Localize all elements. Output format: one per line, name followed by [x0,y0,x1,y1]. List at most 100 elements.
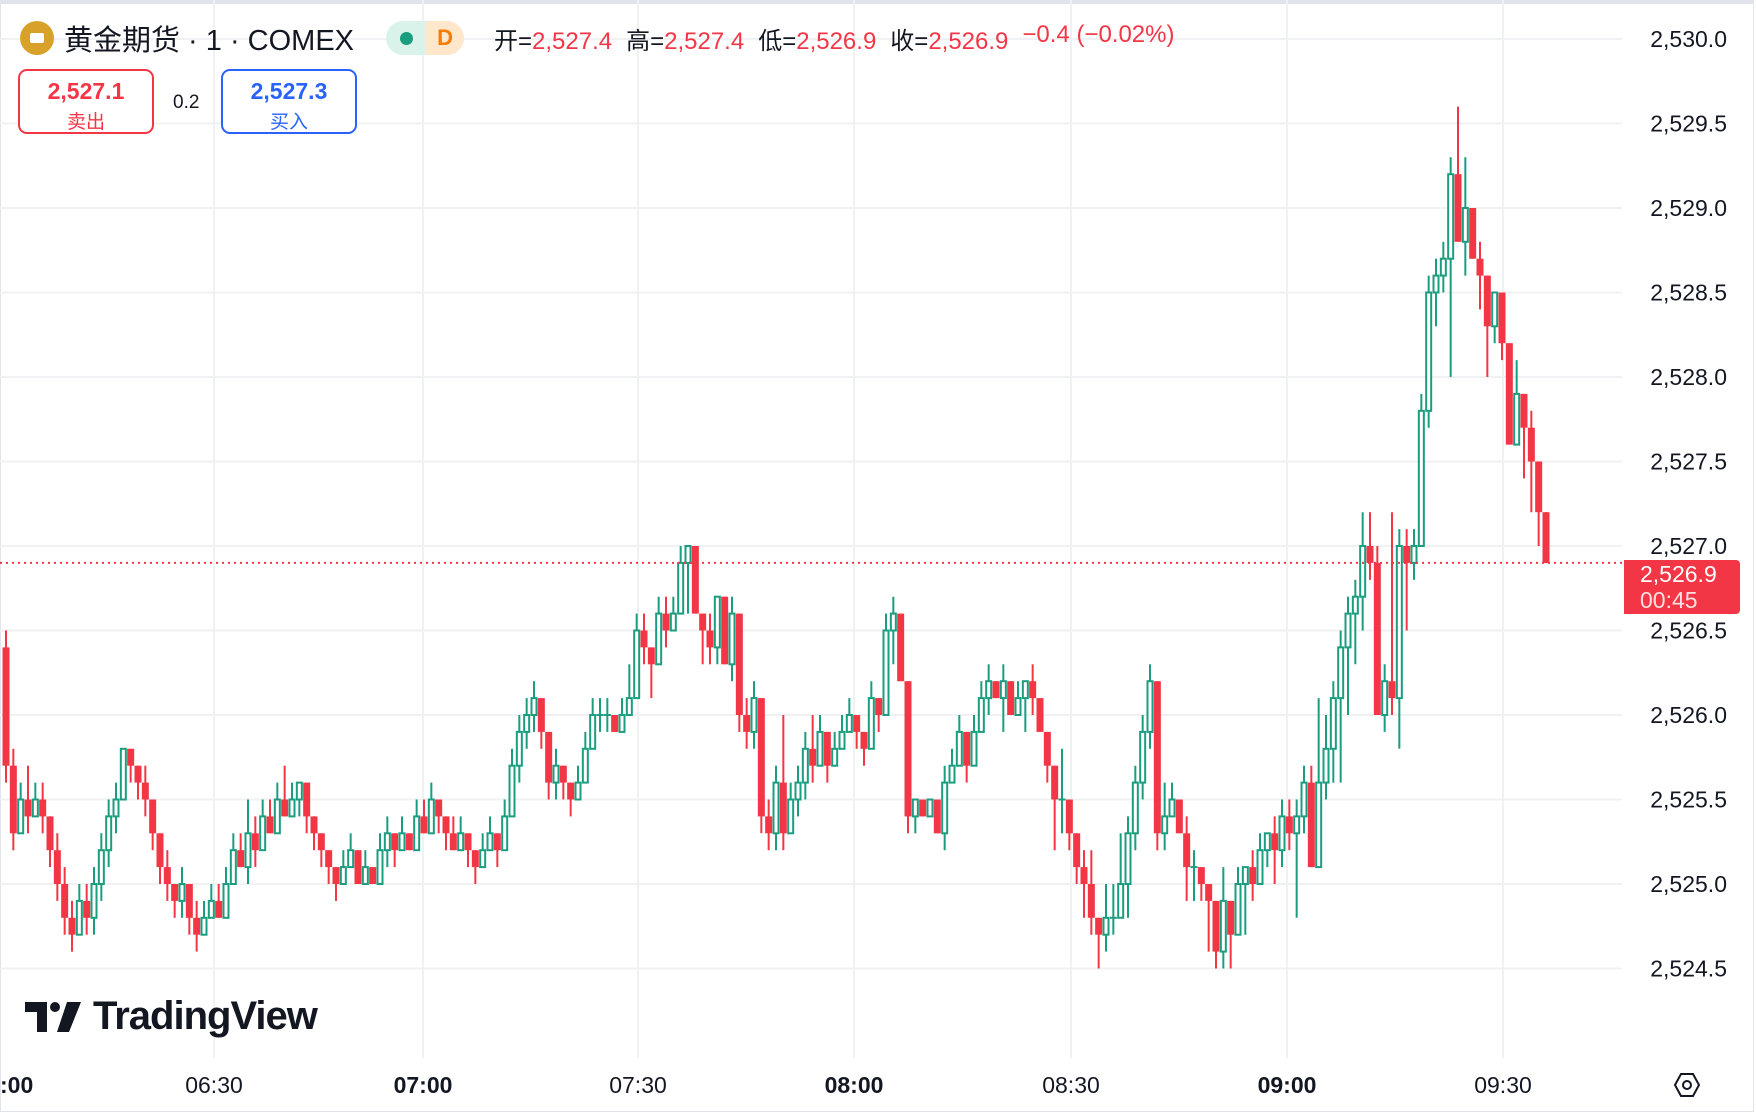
candle [669,596,677,632]
candle-body [68,917,76,935]
candle [1212,900,1220,969]
sell-button[interactable]: 2,527.1 卖出 [18,69,154,134]
candle [1410,529,1418,580]
candle [1014,681,1022,716]
candle [1381,664,1389,732]
candle-body [611,715,619,732]
candle [1124,816,1132,918]
candle-body [625,697,633,716]
candle-body [1190,866,1198,869]
candle [61,867,69,935]
candle-body [970,730,978,767]
price-tick-label: 2,526.5 [1650,618,1727,644]
candle [787,782,795,835]
candle-body [1403,546,1411,563]
candle [1278,799,1286,868]
candle [515,715,523,783]
candle-body [1131,781,1139,835]
candle [1359,512,1367,631]
candle-body [493,833,501,851]
price-axis[interactable]: 2,524.5 2,525.0 2,525.5 2,526.0 2,526.5 2,527… [1650,26,1727,982]
price-tick-label: 2,529.5 [1650,111,1727,137]
candle-body [728,612,736,666]
candle [743,698,751,749]
candle-body [1329,697,1337,750]
candle-body [875,698,883,715]
candle [1461,157,1469,276]
candle [193,900,201,952]
price-tick-label: 2,526.0 [1650,702,1727,728]
candle-body [471,850,479,868]
candle-body [955,730,963,767]
candle [222,867,230,919]
candle [112,782,120,834]
candle [618,698,626,733]
candle [838,715,846,750]
high-key: 高= [626,27,665,55]
current-price-label: 2,526.9 00:45 [1624,559,1740,614]
candle [633,613,641,700]
chart-settings-icon[interactable] [1672,1070,1702,1100]
candle [662,596,670,648]
candle [1205,884,1213,952]
candle-body [449,833,457,851]
candle-body [1073,833,1081,868]
change-value: −0.4 (−0.02%) [1022,20,1175,48]
candle-body [259,815,267,852]
candle [845,698,853,733]
candle-body [413,815,421,852]
time-tick-label: 09:30 [1474,1072,1532,1098]
candle [1403,529,1411,631]
symbol-title[interactable]: 黄金期货 · 1 · COMEX [64,25,355,57]
candle [1087,850,1095,935]
candle [1029,664,1037,715]
candle-body [149,799,157,834]
time-axis[interactable]: :00 06:30 07:00 07:30 08:00 08:30 09:00 09:30 [0,1072,1532,1098]
candle [853,715,861,749]
candle [1432,258,1440,327]
candle [1513,360,1521,446]
candle-body [1535,461,1543,513]
buy-button[interactable]: 2,527.3 买入 [221,69,357,134]
candle-body [765,816,773,834]
market-status-badge[interactable]: D [386,21,465,55]
candle [405,833,413,851]
high-value: 2,527.4 [664,27,745,55]
candle-body [1117,883,1125,919]
candle [1241,866,1249,935]
tradingview-logo[interactable]: TradingView [25,994,318,1039]
candle-body [1212,900,1220,952]
candle-body [1227,900,1235,935]
candle [1520,393,1528,479]
candle-body [163,867,171,884]
candle-body [684,545,692,564]
candle [816,715,824,767]
gold-bars-icon [20,21,54,55]
candle [31,782,39,818]
candle-body [816,730,824,767]
candle-body [1183,833,1191,868]
candle-body [83,900,91,918]
candle [1065,799,1073,851]
candle [200,900,208,936]
low-value: 2,526.9 [796,27,877,55]
candle-body [1344,612,1352,649]
candle [295,781,303,817]
candle [1307,765,1315,868]
candle-body [105,815,113,852]
candle-body [1315,781,1323,869]
candle [809,715,817,783]
candle [977,681,985,733]
candle [1161,782,1169,851]
candle-body [999,680,1007,700]
candle-body [1425,291,1433,412]
candle-body [222,883,230,919]
candle [325,850,333,884]
candle-body [669,612,677,632]
candle-body [530,697,538,716]
market-open-dot-icon [399,31,413,45]
candle-body [1469,208,1477,259]
candle-body [464,833,472,851]
candle-body [112,798,120,818]
